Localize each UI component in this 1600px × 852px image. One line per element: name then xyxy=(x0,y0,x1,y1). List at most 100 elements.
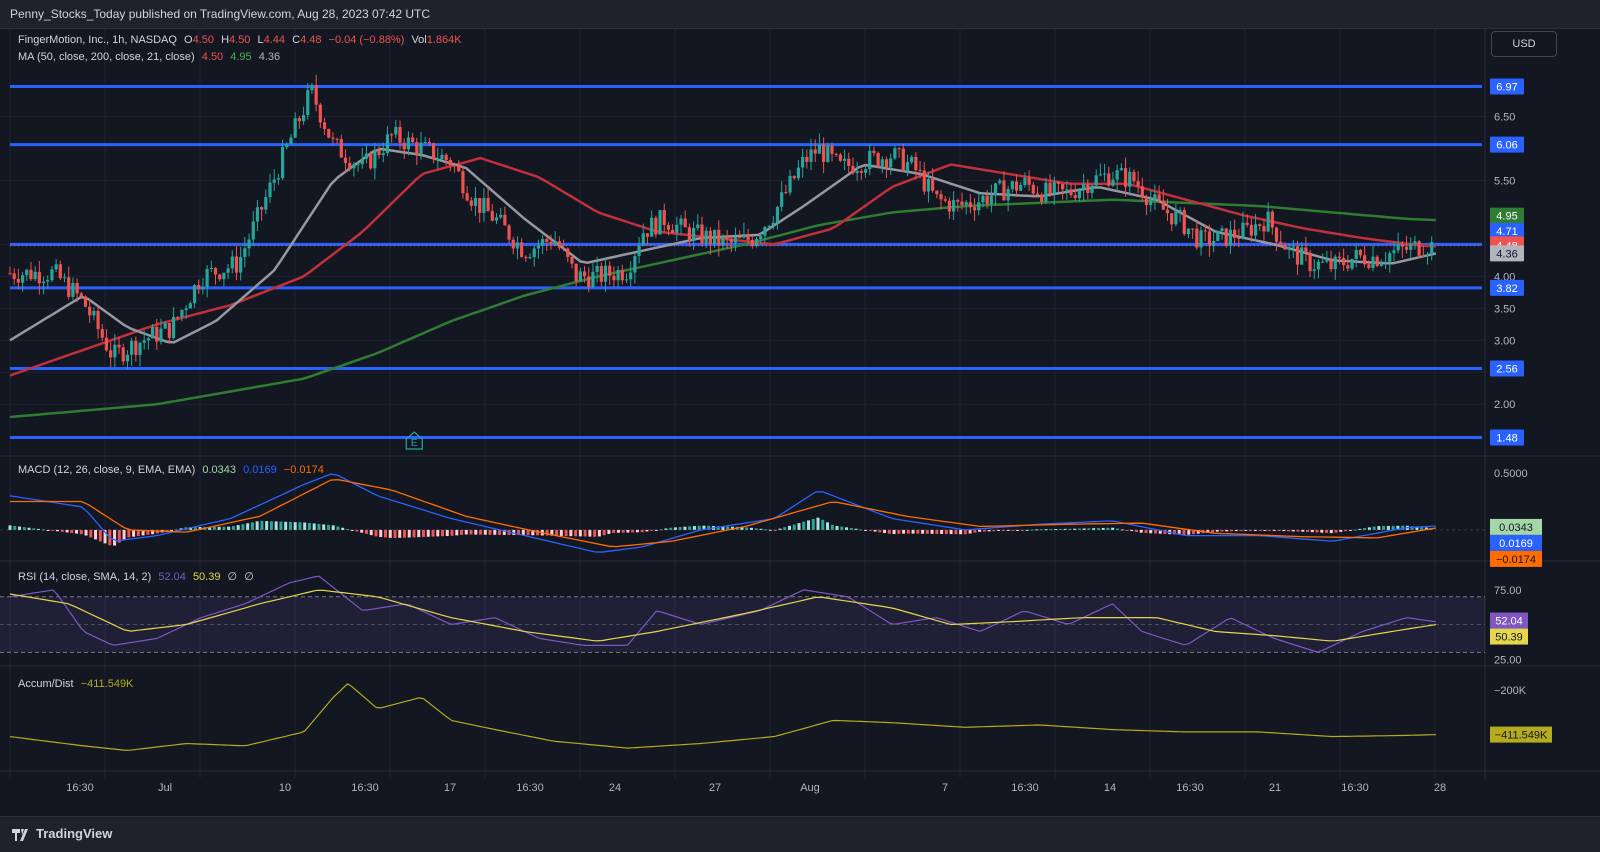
macd-panel[interactable] xyxy=(0,473,1485,553)
accum-dist-panel[interactable] xyxy=(9,683,1436,751)
currency-button[interactable]: USD xyxy=(1491,31,1557,57)
candle-body xyxy=(952,200,956,212)
macd-histogram-bar xyxy=(531,529,535,536)
candle-body xyxy=(280,147,285,179)
candle-body xyxy=(759,235,763,239)
macd-histogram-bar xyxy=(968,529,972,534)
macd-badge xyxy=(1490,550,1542,567)
candle-body xyxy=(431,143,436,160)
candle-body xyxy=(310,85,314,91)
macd-histogram-bar xyxy=(1258,529,1262,531)
macd-histogram-bar xyxy=(749,527,753,530)
macd-histogram-bar xyxy=(868,529,872,531)
macd-histogram-bar xyxy=(1039,529,1043,531)
candle-body xyxy=(1274,227,1279,242)
macd-histogram-bar xyxy=(721,526,725,530)
rsi-legend[interactable]: RSI (14, close, SMA, 14, 2) 52.04 50.39 … xyxy=(18,570,254,583)
candle-body xyxy=(578,271,582,282)
macd-histogram-bar xyxy=(103,529,107,544)
macd-histogram-bar xyxy=(673,527,677,530)
macd-histogram-bar xyxy=(1215,529,1219,532)
price-axis[interactable]: 2.002.503.003.504.004.505.506.506.976.06… xyxy=(1490,78,1552,743)
rsi-value: 52.04 xyxy=(158,571,186,583)
macd-histogram-bar xyxy=(1282,529,1286,532)
price-badge xyxy=(1490,207,1524,224)
candle-body xyxy=(624,279,629,281)
rsi-extra-1: ∅ xyxy=(227,571,238,583)
candle-body xyxy=(402,142,406,150)
candle-body xyxy=(1249,224,1253,236)
macd-histogram-bar xyxy=(141,529,145,536)
tradingview-logo[interactable]: TradingView xyxy=(12,826,112,841)
ma50-line[interactable] xyxy=(9,156,1436,377)
macd-histogram-bar xyxy=(1348,529,1352,531)
candle-body xyxy=(968,202,972,208)
candle-body xyxy=(213,267,218,275)
chart-area[interactable]: E 2.002.503.003.504.004.505.506.506.976.… xyxy=(0,29,1600,816)
macd-histogram-bar xyxy=(578,529,582,537)
time-axis[interactable]: 16:30 Jul 10 16:30 17 16:30 24 27 Aug 7 16:30 14 16:… xyxy=(66,782,1446,794)
macd-histogram-bar xyxy=(1410,526,1414,530)
high-value: 4.50 xyxy=(229,34,251,46)
macd-histogram-bar xyxy=(583,529,587,537)
macd-histogram-bar xyxy=(830,524,834,530)
candle-body xyxy=(490,211,494,221)
macd-histogram-bar xyxy=(1025,529,1029,531)
candle-body xyxy=(1082,184,1086,191)
macd-histogram-bar xyxy=(930,529,934,534)
macd-histogram-bar xyxy=(1016,529,1020,531)
rsi-panel[interactable] xyxy=(0,575,1485,653)
macd-histogram-bar xyxy=(1130,529,1134,532)
macd-histogram-bar xyxy=(892,529,896,535)
macd-histogram-bar xyxy=(569,529,573,537)
ad-legend[interactable]: Accum/Dist −411.549K xyxy=(18,678,133,690)
candle-body xyxy=(1195,228,1199,248)
candlesticks[interactable]: E xyxy=(8,74,1434,450)
volume-value: 1.864K xyxy=(426,34,462,46)
candle-body xyxy=(666,225,671,230)
macd-histogram-bar xyxy=(18,526,22,530)
candle-body xyxy=(947,200,952,212)
candle-body xyxy=(633,256,637,273)
macd-histogram-bar xyxy=(1306,529,1310,532)
macd-histogram-bar xyxy=(1239,529,1243,531)
candle-body xyxy=(574,263,578,282)
macd-histogram-bar xyxy=(759,528,763,530)
candle-body xyxy=(180,309,184,318)
macd-histogram-bar xyxy=(1158,529,1162,534)
candle-body xyxy=(750,239,754,246)
macd-histogram-bar xyxy=(393,529,397,538)
candle-body xyxy=(1413,241,1417,244)
candle-body xyxy=(1019,184,1023,191)
candle-body xyxy=(1090,185,1094,194)
macd-histogram-bar xyxy=(113,529,117,546)
macd-histogram-bar xyxy=(602,529,606,536)
macd-badge-label: −0.0174 xyxy=(1496,554,1536,566)
candle-body xyxy=(1237,237,1241,239)
macd-histogram-bar xyxy=(1035,529,1039,531)
candle-body xyxy=(314,85,318,105)
candle-body xyxy=(272,179,276,183)
macd-histogram-bar xyxy=(37,528,41,530)
macd-legend[interactable]: MACD (12, 26, close, 9, EMA, EMA) 0.0343… xyxy=(18,464,324,476)
macd-histogram-bar xyxy=(326,524,330,530)
candle-body xyxy=(1203,230,1207,232)
macd-histogram-bar xyxy=(1063,528,1067,530)
macd-histogram-bar xyxy=(640,529,644,533)
symbol-legend[interactable]: FingerMotion, Inc., 1h, NASDAQ O4.50 H4.… xyxy=(18,34,462,46)
candle-body xyxy=(1023,177,1027,185)
candle-body xyxy=(339,139,343,158)
macd-histogram-bar xyxy=(422,529,426,537)
candle-body xyxy=(1048,182,1052,194)
macd-histogram-bar xyxy=(697,525,701,530)
ma-legend[interactable]: MA (50, close, 200, close, 21, close) 4.… xyxy=(18,51,280,63)
macd-histogram-bar xyxy=(821,519,825,530)
candle-body xyxy=(683,218,687,228)
candle-body xyxy=(696,224,700,228)
candle-body xyxy=(809,149,813,162)
price-tick-label: 6.50 xyxy=(1494,112,1515,124)
time-tick-label: Jul xyxy=(158,782,172,794)
time-tick-label: 14 xyxy=(1104,782,1116,794)
macd-histogram-bar xyxy=(231,526,235,530)
candle-body xyxy=(1157,194,1161,201)
